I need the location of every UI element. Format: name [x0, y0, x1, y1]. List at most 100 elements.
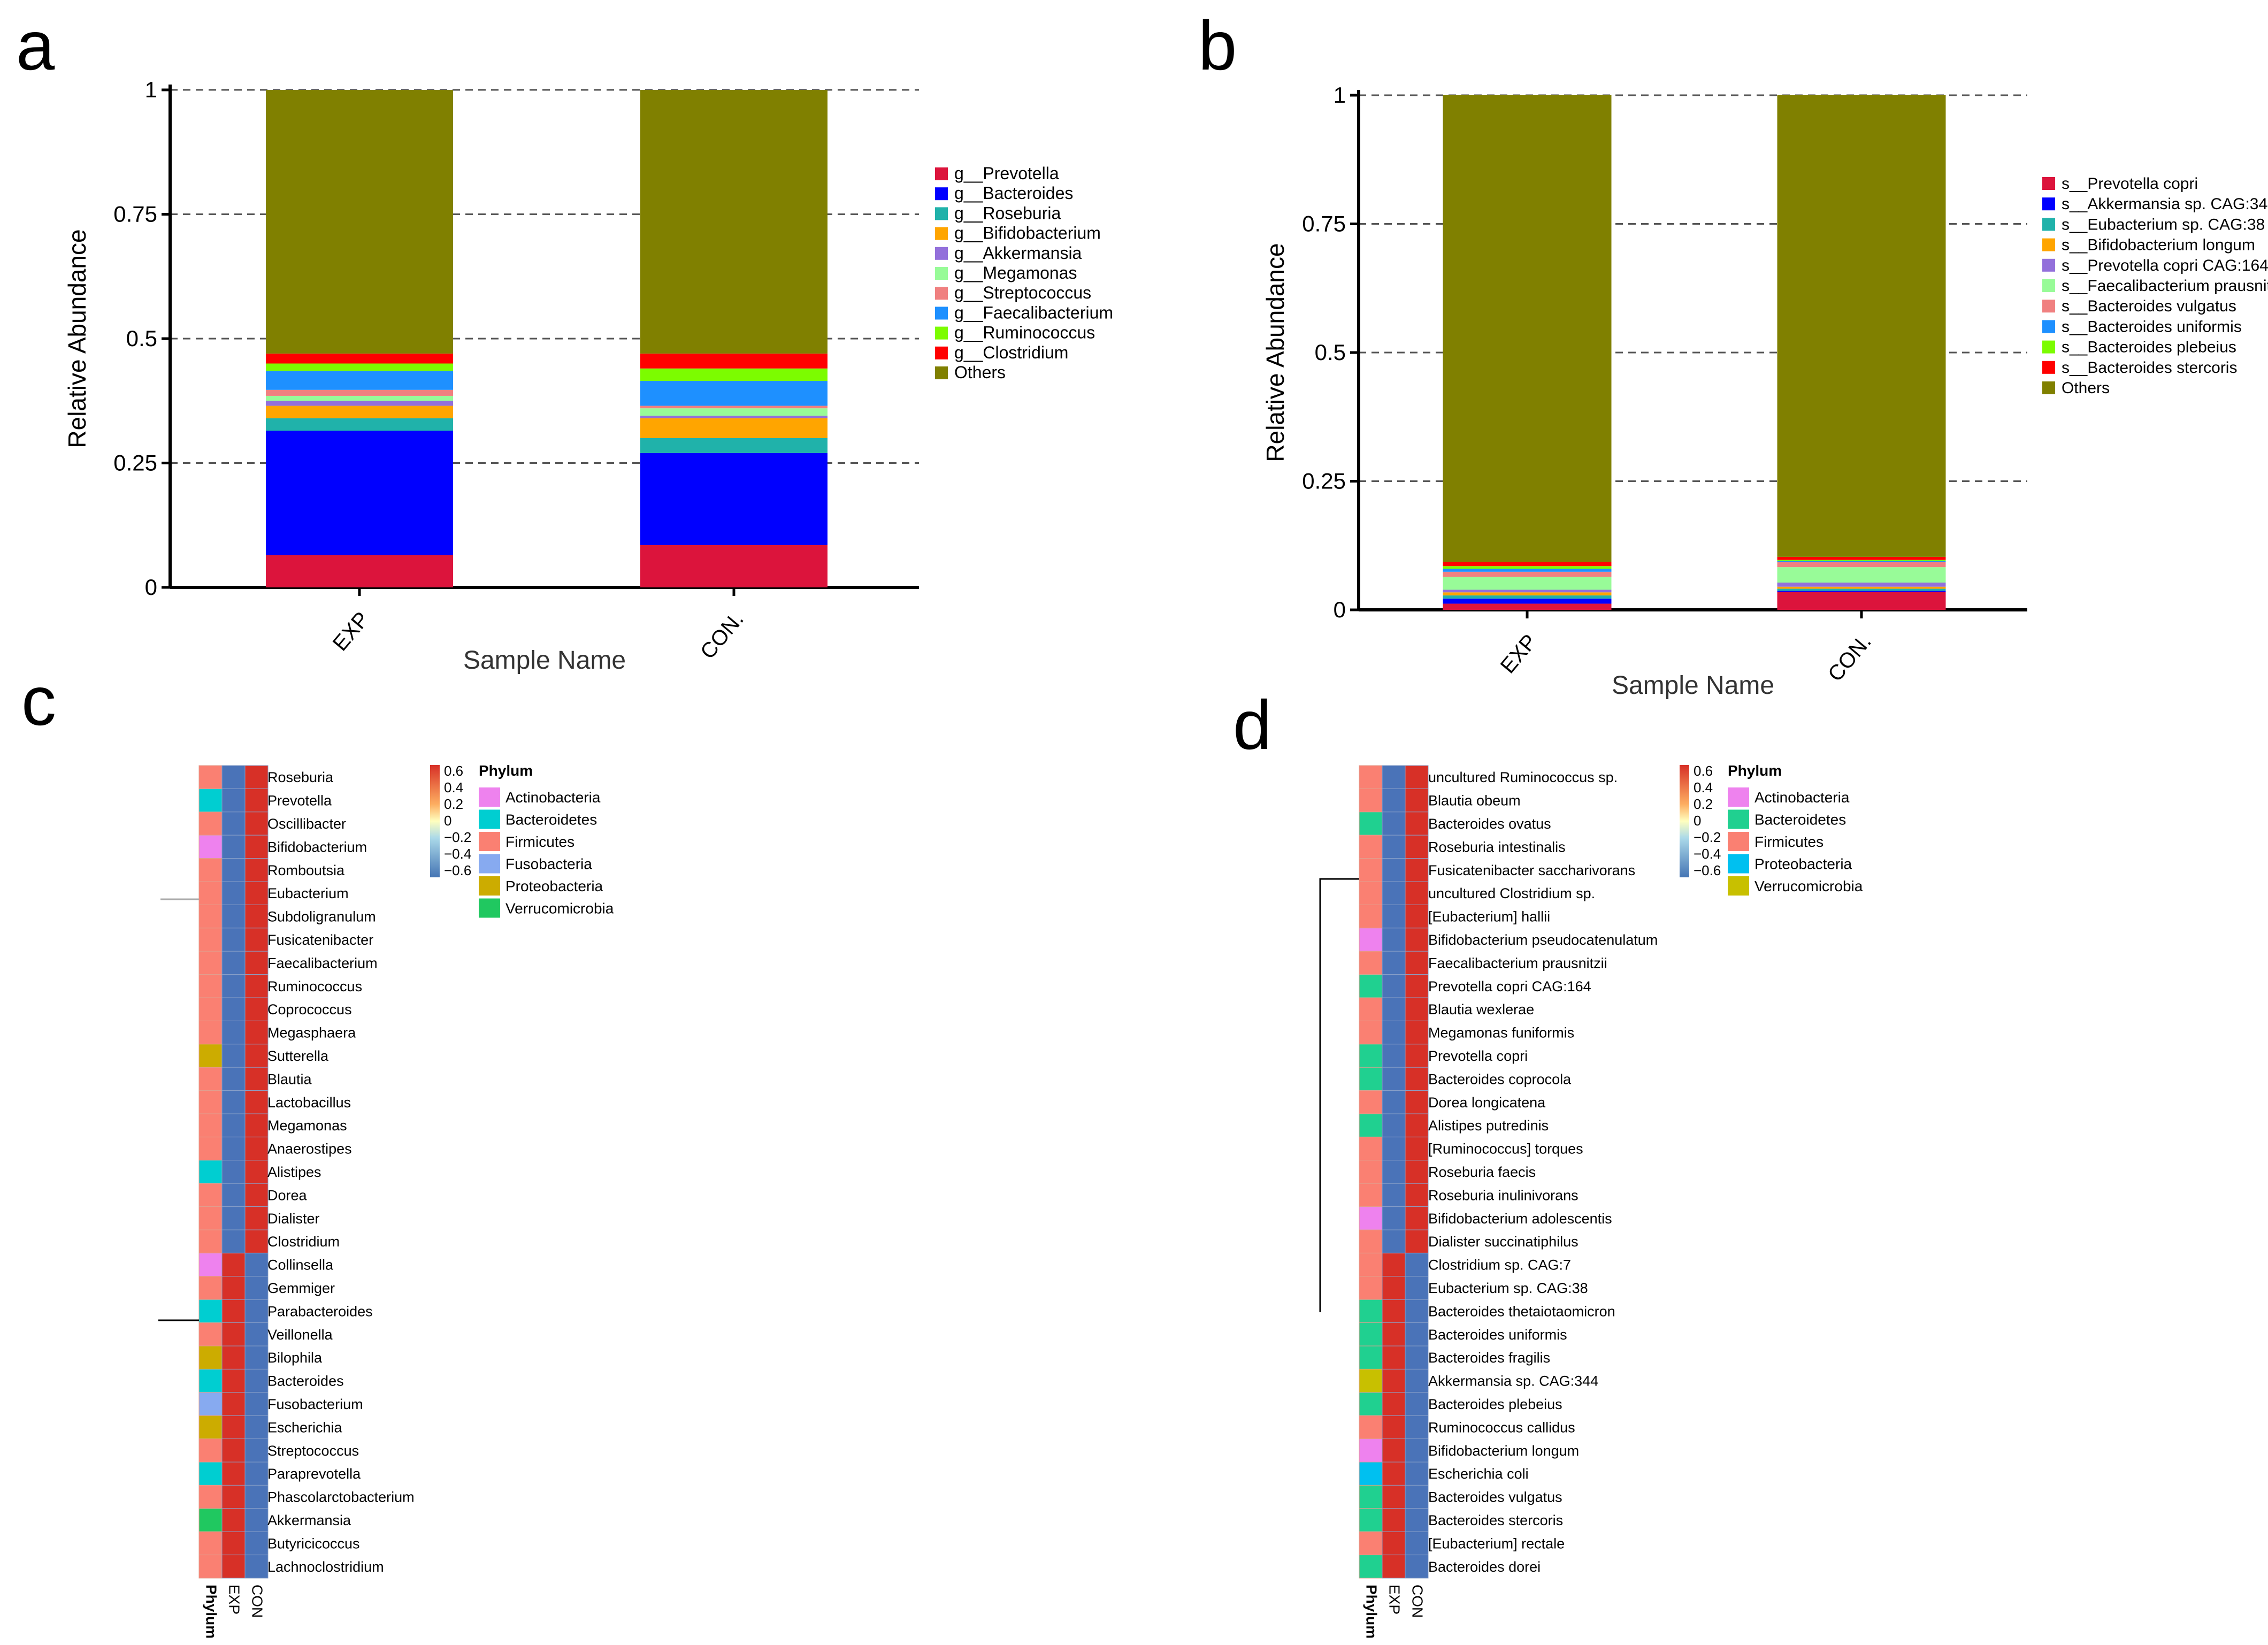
heat-cell-exp — [221, 1183, 246, 1207]
heat-cell-exp — [221, 1485, 246, 1509]
heat-cell-con — [1405, 1067, 1429, 1091]
legend-label: s__Prevotella copri — [2062, 175, 2198, 193]
heat-cell-con — [1405, 1136, 1429, 1161]
legend-swatch — [2042, 177, 2055, 190]
heat-cell-con — [244, 1485, 269, 1509]
bar-segment — [640, 416, 827, 418]
heat-cell-exp — [1382, 1555, 1406, 1579]
heat-cell-con — [244, 812, 269, 836]
column-label: Phylum — [1363, 1585, 1380, 1639]
color-scale-tick: −0.4 — [444, 846, 471, 862]
phylum-legend-label: Bacteroidetes — [505, 812, 597, 828]
row-label: Bifidobacterium pseudocatenulatum — [1428, 932, 1658, 948]
row-label: Prevotella copri CAG:164 — [1428, 978, 1591, 994]
heat-cell-exp — [221, 881, 246, 905]
legend-swatch — [935, 346, 948, 359]
row-label: Blautia obeum — [1428, 793, 1521, 809]
phylum-legend-label: Proteobacteria — [505, 878, 603, 894]
y-tick-label: 1 — [145, 77, 157, 102]
phylum-cell — [198, 1113, 223, 1137]
phylum-cell — [198, 951, 223, 975]
heat-cell-exp — [1382, 1439, 1406, 1463]
bar-segment — [1443, 603, 1612, 610]
heat-cell-con — [1405, 1531, 1429, 1556]
color-scale-tick: 0.2 — [1694, 796, 1713, 812]
heat-cell-con — [1405, 1415, 1429, 1440]
phylum-cell — [198, 1020, 223, 1045]
bar-segment — [1777, 583, 1946, 587]
heat-cell-exp — [1382, 858, 1406, 882]
heat-cell-exp — [221, 1368, 246, 1393]
heat-cell-exp — [221, 997, 246, 1021]
legend-label: s__Bacteroides vulgatus — [2062, 297, 2236, 315]
row-label: Bacteroides fragilis — [1428, 1350, 1550, 1366]
heat-cell-exp — [221, 1555, 246, 1579]
heat-cell-con — [1405, 765, 1429, 789]
heat-cell-exp — [221, 1229, 246, 1253]
row-label: Fusobacterium — [267, 1396, 363, 1412]
phylum-cell — [198, 1299, 223, 1323]
heat-cell-con — [244, 1020, 269, 1045]
heat-cell-exp — [221, 1299, 246, 1323]
legend-swatch — [935, 207, 948, 220]
phylum-cell — [1359, 1136, 1383, 1161]
heat-cell-con — [244, 1160, 269, 1184]
y-tick-label: 0.5 — [126, 326, 157, 351]
phylum-cell — [1359, 835, 1383, 859]
phylum-cell — [198, 1206, 223, 1230]
heat-cell-exp — [1382, 1462, 1406, 1486]
heat-cell-exp — [1382, 1090, 1406, 1114]
phylum-cell — [198, 1160, 223, 1184]
legend-label: s__Faecalibacterium prausnitzii — [2062, 277, 2268, 295]
legend-label: s__Bacteroides stercoris — [2062, 359, 2237, 377]
phylum-cell — [198, 1252, 223, 1277]
phylum-cell — [1359, 1555, 1383, 1579]
heat-cell-con — [244, 951, 269, 975]
legend-label: Others — [954, 363, 1006, 382]
heat-cell-exp — [1382, 765, 1406, 789]
bar-segment — [1777, 561, 1946, 562]
heat-cell-exp — [1382, 835, 1406, 859]
heat-cell-con — [244, 1113, 269, 1137]
color-scale-tick: 0.6 — [444, 763, 463, 779]
heat-cell-con — [1405, 1345, 1429, 1369]
color-scale-bar — [1680, 765, 1689, 877]
phylum-cell — [198, 1415, 223, 1440]
phylum-legend-label: Actinobacteria — [1754, 789, 1850, 806]
phylum-cell — [198, 1368, 223, 1393]
heat-cell-exp — [1382, 1160, 1406, 1184]
bar-segment — [266, 371, 453, 390]
phylum-cell — [1359, 858, 1383, 882]
legend-swatch — [2042, 218, 2055, 231]
row-label: Bacteroides thetaiotaomicron — [1428, 1303, 1615, 1319]
heat-cell-exp — [1382, 1183, 1406, 1207]
phylum-cell — [1359, 1206, 1383, 1230]
heat-cell-con — [1405, 881, 1429, 905]
bar-segment — [1443, 577, 1612, 590]
heat-cell-exp — [221, 812, 246, 836]
row-label: Bacteroides vulgatus — [1428, 1489, 1562, 1505]
phylum-legend-label: Verrucomicrobia — [505, 900, 614, 917]
legend-label: g__Streptococcus — [954, 283, 1091, 302]
row-label: Collinsella — [267, 1257, 334, 1273]
dendrogram-branch — [1319, 878, 1359, 1312]
legend-swatch — [935, 227, 948, 240]
heat-cell-con — [1405, 904, 1429, 929]
heat-cell-con — [1405, 858, 1429, 882]
bar-segment — [1777, 567, 1946, 583]
heat-cell-con — [244, 835, 269, 859]
row-label: Coprococcus — [267, 1001, 352, 1017]
color-scale-tick: −0.6 — [1694, 862, 1721, 878]
phylum-cell — [198, 974, 223, 998]
panel-label-d: d — [1233, 686, 1271, 764]
phylum-cell — [1359, 904, 1383, 929]
heat-cell-exp — [1382, 1485, 1406, 1509]
heat-cell-exp — [221, 1090, 246, 1114]
heat-cell-con — [244, 765, 269, 789]
legend-label: g__Bifidobacterium — [954, 224, 1101, 243]
heat-cell-exp — [221, 1206, 246, 1230]
heat-cell-exp — [1382, 881, 1406, 905]
row-label: Fusicatenibacter — [267, 932, 373, 948]
legend-swatch — [2042, 361, 2055, 374]
y-tick-label: 0.25 — [1302, 469, 1346, 494]
